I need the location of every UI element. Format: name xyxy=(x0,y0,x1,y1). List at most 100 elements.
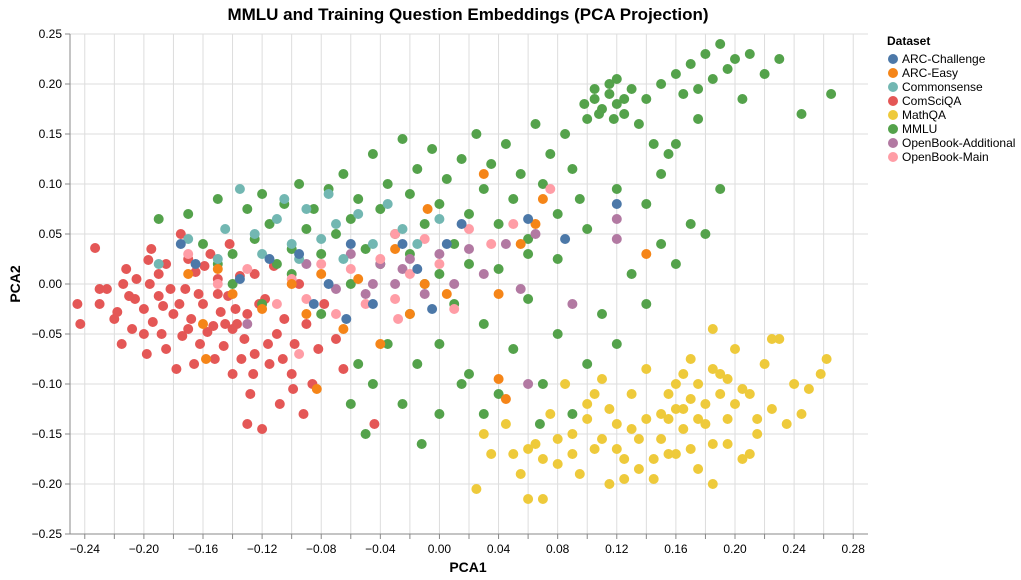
data-points xyxy=(72,39,837,504)
data-point xyxy=(737,94,748,104)
data-point xyxy=(545,149,556,159)
data-point xyxy=(212,254,223,264)
legend-label: ARC-Easy xyxy=(902,66,958,80)
data-point xyxy=(397,224,408,234)
data-point xyxy=(236,354,247,364)
legend-label: OpenBook-Additional xyxy=(902,136,1015,150)
data-point xyxy=(730,344,740,354)
data-point xyxy=(338,254,349,264)
data-point xyxy=(534,419,545,429)
data-point xyxy=(530,439,541,449)
data-point xyxy=(224,239,235,249)
data-point xyxy=(678,404,689,414)
data-point xyxy=(611,99,622,109)
data-point xyxy=(803,384,814,394)
data-point xyxy=(781,419,792,429)
data-point xyxy=(331,309,341,319)
data-point xyxy=(737,454,748,464)
data-point xyxy=(537,494,548,504)
data-point xyxy=(700,399,711,409)
data-point xyxy=(367,279,378,289)
data-point xyxy=(441,174,452,184)
data-point xyxy=(419,289,430,299)
data-point xyxy=(353,359,364,369)
data-point xyxy=(774,54,785,64)
data-point xyxy=(611,444,622,454)
data-point xyxy=(508,194,519,204)
data-point xyxy=(422,204,433,214)
data-point xyxy=(369,419,380,429)
data-point xyxy=(560,234,571,244)
data-point xyxy=(143,255,154,265)
data-point xyxy=(604,479,615,489)
data-point xyxy=(397,264,408,274)
data-point xyxy=(331,229,341,239)
data-point xyxy=(515,284,526,294)
data-point xyxy=(404,254,415,264)
data-point xyxy=(552,209,563,219)
data-point xyxy=(382,179,393,189)
data-point xyxy=(752,429,763,439)
x-tick-label: 0.12 xyxy=(605,542,629,556)
data-point xyxy=(156,329,167,339)
data-point xyxy=(345,399,356,409)
data-point xyxy=(205,249,216,259)
data-point xyxy=(195,339,205,349)
data-point xyxy=(530,219,541,229)
data-point xyxy=(663,389,674,399)
data-point xyxy=(537,379,548,389)
data-point xyxy=(619,454,630,464)
data-point xyxy=(434,409,445,419)
data-point xyxy=(311,384,322,394)
data-point xyxy=(560,379,571,389)
data-point xyxy=(174,299,185,309)
legend-swatch xyxy=(888,124,898,134)
data-point xyxy=(523,234,534,244)
data-point xyxy=(567,429,578,439)
data-point xyxy=(685,444,696,454)
data-point xyxy=(227,249,238,259)
data-point xyxy=(693,84,704,94)
data-point xyxy=(486,159,497,169)
data-point xyxy=(404,309,415,319)
data-point xyxy=(316,234,327,244)
data-point xyxy=(589,389,600,399)
data-point xyxy=(715,39,726,49)
data-point xyxy=(515,239,526,249)
data-point xyxy=(523,294,534,304)
data-point xyxy=(242,309,253,319)
data-point xyxy=(193,289,204,299)
data-point xyxy=(227,324,238,334)
data-point xyxy=(375,254,386,264)
data-point xyxy=(508,449,519,459)
data-point xyxy=(582,114,593,124)
data-point xyxy=(353,274,364,284)
data-point xyxy=(722,64,733,74)
data-point xyxy=(759,69,770,79)
data-point xyxy=(198,239,208,249)
data-point xyxy=(633,119,644,129)
data-point xyxy=(500,394,511,404)
data-point xyxy=(589,94,600,104)
data-point xyxy=(338,364,349,374)
data-point xyxy=(227,289,238,299)
data-point xyxy=(707,74,718,84)
data-point xyxy=(597,374,607,384)
data-point xyxy=(419,234,430,244)
data-point xyxy=(611,234,622,244)
legend-swatch xyxy=(888,110,898,120)
data-point xyxy=(552,254,563,264)
data-point xyxy=(589,84,600,94)
data-point xyxy=(744,449,755,459)
data-point xyxy=(700,229,711,239)
data-point xyxy=(393,314,404,324)
data-point xyxy=(286,239,297,249)
data-point xyxy=(737,384,748,394)
data-point xyxy=(161,344,172,354)
data-point xyxy=(331,219,341,229)
data-point xyxy=(264,359,275,369)
data-point xyxy=(464,259,474,269)
y-tick-label: 0.20 xyxy=(39,77,63,91)
data-point xyxy=(239,334,250,344)
